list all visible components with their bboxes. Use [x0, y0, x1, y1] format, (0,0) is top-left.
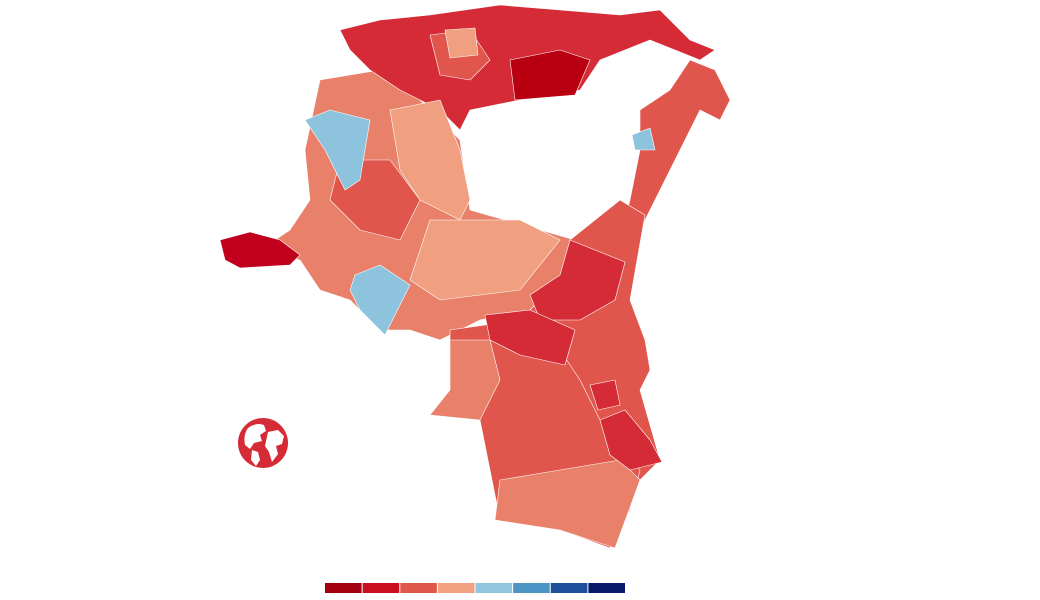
region [484, 309, 576, 366]
region [304, 109, 371, 191]
legend [325, 583, 625, 593]
legend-swatch [588, 583, 625, 593]
legend-swatch [362, 583, 400, 593]
region [444, 27, 479, 59]
legend-swatch [400, 583, 437, 593]
legend-swatch [437, 583, 475, 593]
region [589, 379, 621, 411]
legend-swatch [325, 583, 362, 593]
legend-swatch [513, 583, 550, 593]
region [631, 127, 656, 151]
globe-icon [238, 418, 288, 468]
region [389, 99, 471, 221]
region [219, 231, 301, 269]
regions [219, 4, 731, 549]
region [509, 49, 591, 101]
region [494, 459, 641, 549]
legend-swatch [550, 583, 588, 593]
region [599, 409, 663, 471]
region [529, 239, 626, 321]
region [409, 219, 561, 301]
region [349, 264, 411, 336]
legend-swatch [475, 583, 513, 593]
region [619, 59, 731, 241]
